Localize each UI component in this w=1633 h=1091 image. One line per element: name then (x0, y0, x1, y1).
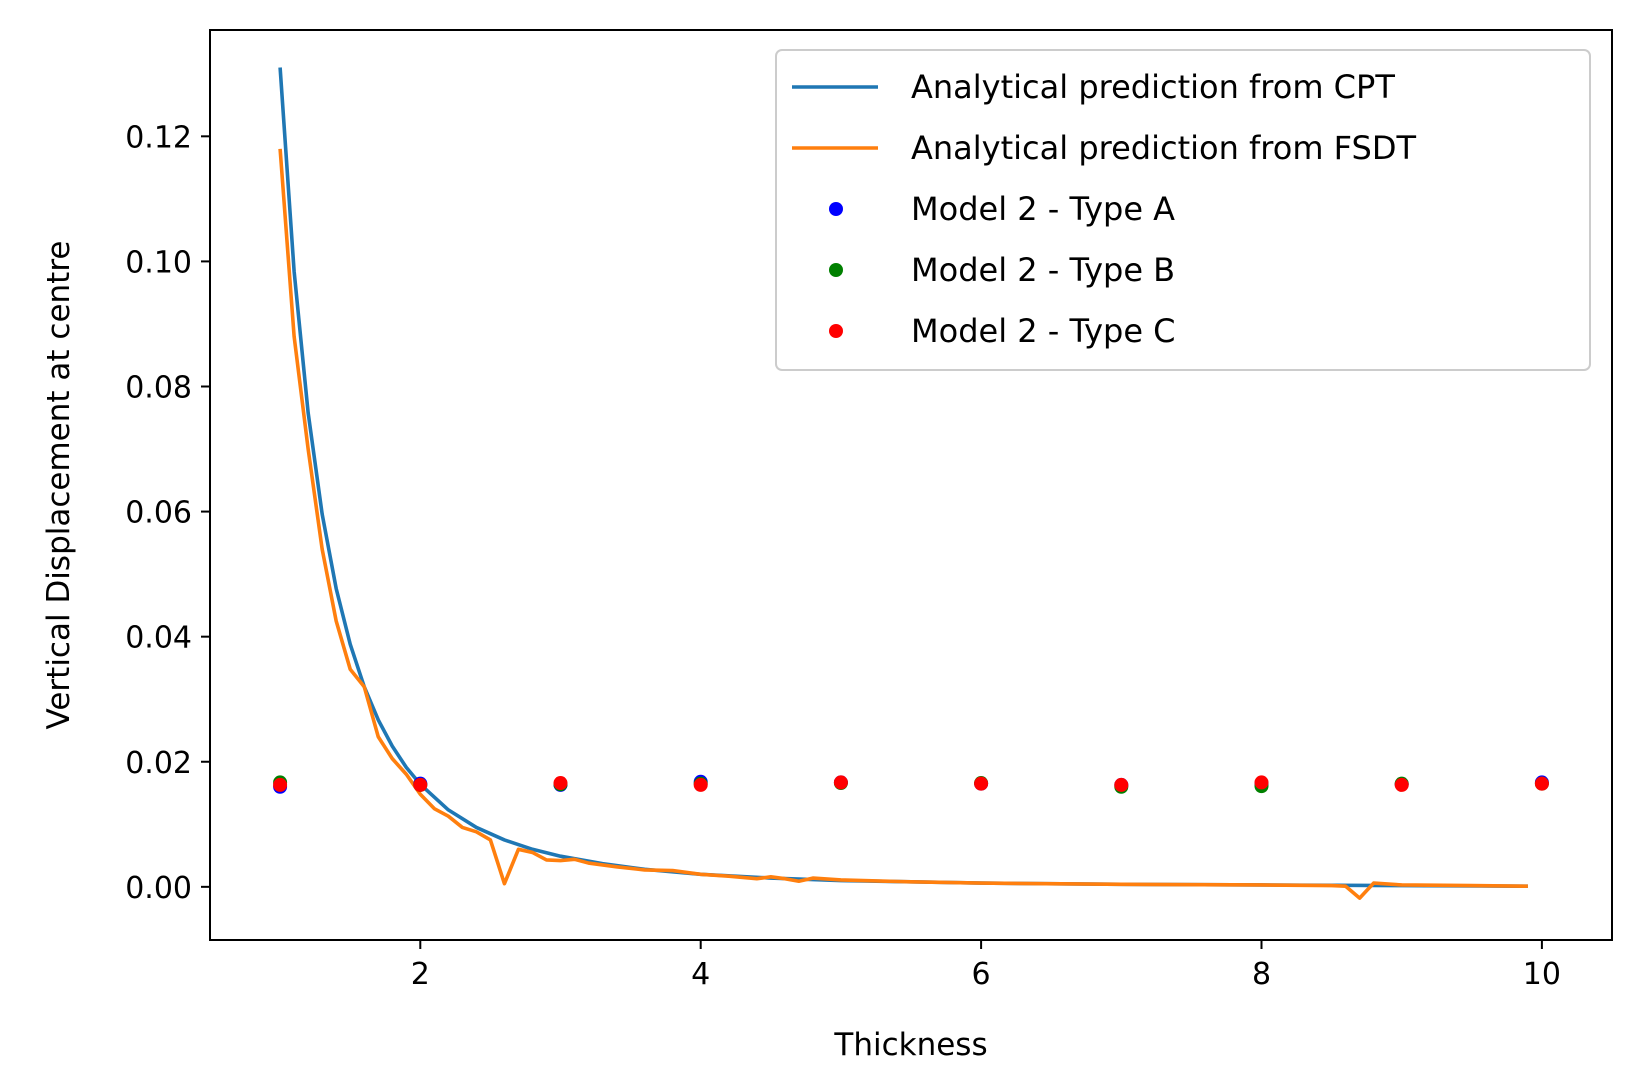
scatter-point-5 (1114, 777, 1129, 792)
scatter-point-5 (693, 777, 708, 792)
legend-label-4: Model 2 - Type B (911, 251, 1175, 289)
legend-label-1: Analytical prediction from CPT (911, 68, 1395, 106)
series-line-2 (278, 148, 1528, 900)
y-tick-label: 0.04 (125, 621, 192, 656)
plot-frame (209, 29, 1613, 941)
scatter-point-5 (553, 776, 568, 791)
y-tick-label: 0.00 (125, 871, 192, 906)
x-tick-label: 10 (1523, 957, 1561, 992)
legend-marker-5 (829, 324, 843, 338)
y-tick-label: 0.10 (125, 245, 192, 280)
y-tick-label: 0.02 (125, 746, 192, 781)
legend-label-2: Analytical prediction from FSDT (911, 129, 1416, 167)
plot-area (209, 29, 1613, 941)
y-tick-label: 0.06 (125, 496, 192, 531)
x-axis: 2 4 6 8 10 (411, 940, 1561, 992)
scatter-point-5 (974, 776, 989, 791)
scatter-point-5 (1254, 775, 1269, 790)
y-axis: 0.00 0.02 0.04 0.06 0.08 0.10 0.12 (125, 120, 210, 906)
x-tick-label: 8 (1252, 957, 1271, 992)
scatter-point-5 (1394, 777, 1409, 792)
y-axis-title: Vertical Displacement at centre (41, 241, 77, 730)
x-tick-label: 4 (691, 957, 710, 992)
legend-label-3: Model 2 - Type A (911, 190, 1175, 228)
legend-label-5: Model 2 - Type C (911, 312, 1176, 350)
legend: Analytical prediction from CPT Analytical… (775, 49, 1591, 371)
y-tick-label: 0.08 (125, 370, 192, 405)
y-tick-label: 0.12 (125, 120, 192, 155)
scatter-point-5 (1534, 776, 1549, 791)
x-tick-label: 2 (411, 957, 430, 992)
x-axis-title: Thickness (833, 1027, 987, 1063)
scatter-point-5 (413, 777, 428, 792)
legend-marker-3 (829, 202, 843, 216)
legend-marker-4 (829, 263, 843, 277)
x-tick-label: 6 (972, 957, 991, 992)
scatter-point-5 (833, 775, 848, 790)
scatter-point-5 (273, 777, 288, 792)
legend-box (775, 49, 1591, 371)
